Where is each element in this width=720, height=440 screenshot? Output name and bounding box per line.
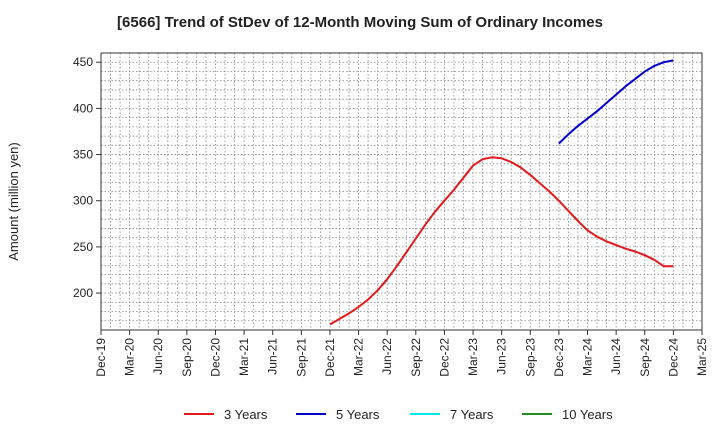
legend-label: 3 Years: [224, 407, 268, 422]
y-tick-label: 400: [73, 101, 93, 115]
x-tick-label: Sep-24: [638, 338, 652, 377]
x-tick-label: Mar-24: [581, 338, 595, 376]
x-tick-label: Mar-23: [466, 338, 480, 376]
x-tick-label: Sep-22: [409, 338, 423, 377]
x-tick-label: Dec-22: [437, 338, 451, 377]
x-tick-label: Dec-24: [666, 338, 680, 377]
x-tick-label: Jun-20: [151, 338, 165, 375]
x-tick-label: Dec-23: [552, 338, 566, 377]
x-tick-label: Sep-20: [180, 338, 194, 377]
y-tick-label: 450: [73, 55, 93, 69]
plot-area: [101, 53, 702, 330]
x-tick-label: Jun-21: [266, 338, 280, 375]
x-tick-label: Dec-21: [323, 338, 337, 377]
x-tick-label: Jun-22: [380, 338, 394, 375]
y-tick-label: 300: [73, 194, 93, 208]
x-tick-label: Jun-23: [495, 338, 509, 375]
x-tick-label: Mar-21: [237, 338, 251, 376]
x-tick-label: Mar-20: [123, 338, 137, 376]
x-tick-label: Sep-23: [523, 338, 537, 377]
legend-label: 10 Years: [562, 407, 613, 422]
legend-label: 5 Years: [336, 407, 380, 422]
x-tick-label: Mar-22: [352, 338, 366, 376]
x-tick-label: Dec-20: [208, 338, 222, 377]
x-tick-label: Sep-21: [294, 338, 308, 377]
chart-title: [6566] Trend of StDev of 12-Month Moving…: [117, 14, 603, 31]
legend-label: 7 Years: [450, 407, 494, 422]
x-tick-label: Dec-19: [94, 338, 108, 377]
y-axis-title: Amount (million yen): [6, 142, 21, 261]
x-tick-label: Mar-25: [695, 338, 709, 376]
y-tick-label: 250: [73, 240, 93, 254]
plot-border: [100, 52, 703, 331]
y-tick-label: 350: [73, 148, 93, 162]
x-tick-label: Jun-24: [609, 338, 623, 375]
y-tick-label: 200: [73, 286, 93, 300]
series-line-3-years: [329, 156, 674, 326]
series-line-5-years: [558, 59, 674, 145]
